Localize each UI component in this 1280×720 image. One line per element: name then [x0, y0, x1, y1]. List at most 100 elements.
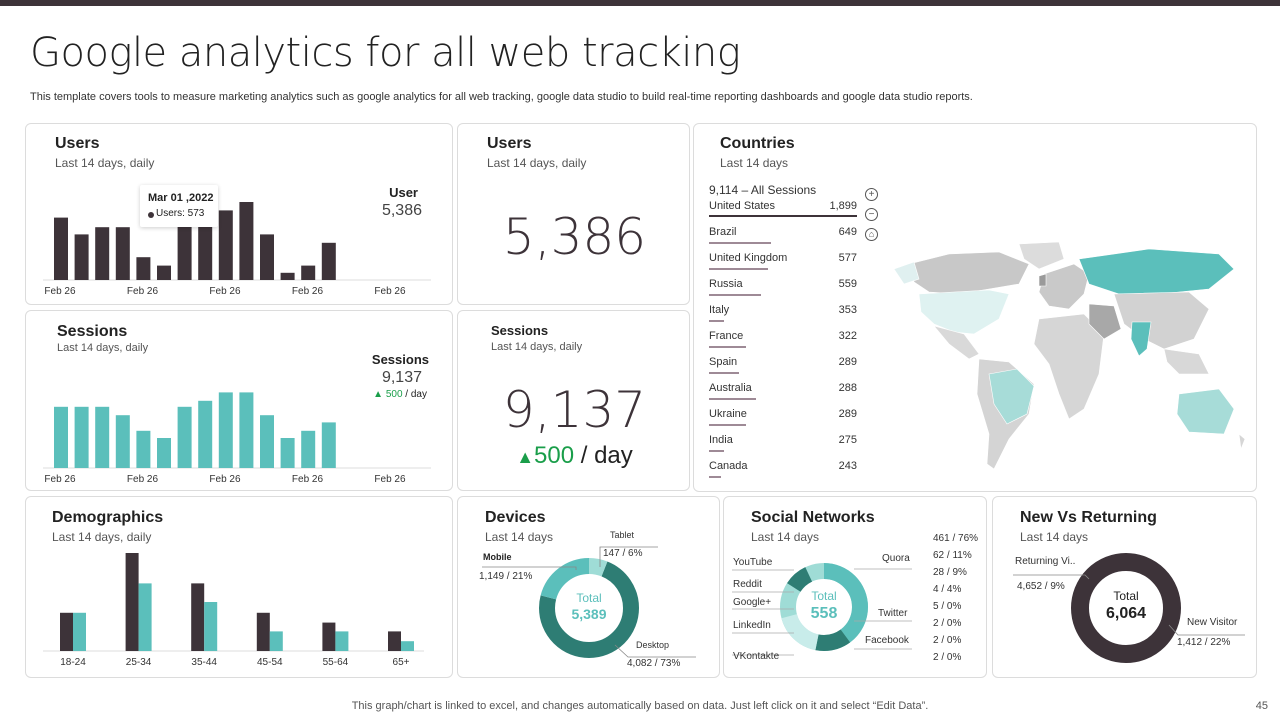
bar[interactable] [269, 631, 283, 651]
x-tick-label: Feb 26 [292, 286, 324, 297]
chart-tooltip: Mar 01 ,2022 Users: 573 [140, 185, 218, 227]
label-google: Google+ [733, 597, 772, 608]
up-arrow-icon: ▲ [373, 389, 384, 400]
devices-card[interactable]: Devices Last 14 days Total 5,389 Tablet … [457, 496, 720, 678]
card-title: Sessions [57, 323, 128, 340]
country-row[interactable]: India 275 [709, 434, 857, 460]
card-title: Users [55, 135, 100, 152]
bar[interactable] [115, 227, 130, 280]
map-greenland [1018, 241, 1065, 270]
devices-total-value: 5,389 [571, 606, 607, 622]
tooltip-value: Users: 573 [156, 208, 205, 219]
country-name: Italy [709, 304, 730, 316]
social-networks-card[interactable]: Social Networks Last 14 days Total 558 Y… [723, 496, 987, 678]
zoom-in-button[interactable]: + [865, 188, 878, 201]
country-name: United States [709, 200, 776, 212]
zoom-out-button[interactable]: − [865, 208, 878, 221]
bar[interactable] [54, 217, 68, 280]
bar[interactable] [260, 415, 274, 468]
bar[interactable] [239, 392, 254, 468]
delta-unit: / day [402, 389, 427, 400]
bar[interactable] [335, 631, 349, 651]
metric-delta: ▲ 500 / day [373, 389, 427, 400]
bar[interactable] [136, 257, 151, 280]
demographics-card[interactable]: Demographics Last 14 days, daily 18-24 25… [25, 496, 453, 678]
bar[interactable] [218, 210, 233, 280]
country-name: Canada [709, 460, 748, 472]
bar[interactable] [73, 612, 86, 651]
country-row[interactable]: Brazil 649 [709, 226, 857, 252]
bar[interactable] [256, 612, 270, 651]
bar[interactable] [388, 631, 401, 651]
bar[interactable] [280, 272, 295, 280]
bar[interactable] [74, 406, 89, 468]
bar[interactable] [95, 227, 110, 280]
sessions-total-card[interactable]: Sessions Last 14 days, daily 9,137 ▲500 … [457, 310, 690, 491]
world-map[interactable] [889, 234, 1249, 474]
new-returning-donut[interactable] [993, 497, 1258, 679]
map-brazil [988, 368, 1035, 425]
bar[interactable] [157, 265, 171, 280]
bar[interactable] [115, 415, 130, 468]
bar[interactable] [301, 265, 316, 280]
page-number: 45 [1255, 700, 1268, 712]
bar[interactable] [136, 430, 151, 468]
bar[interactable] [218, 392, 233, 468]
x-tick-label: 65+ [393, 657, 410, 668]
bar[interactable] [321, 242, 336, 280]
sessions-bar-chart[interactable]: Feb 26 Feb 26 Feb 26 Feb 26 Feb 26 [26, 311, 454, 492]
country-name: India [709, 434, 733, 446]
country-row[interactable]: United States 1,899 [709, 200, 857, 226]
country-row[interactable]: Ukraine 289 [709, 408, 857, 434]
mobile-value: 1,149 / 21% [479, 571, 533, 582]
bar[interactable] [280, 438, 295, 468]
card-title: Devices [485, 509, 546, 526]
social-donut[interactable] [724, 497, 988, 679]
users-chart-card[interactable]: Users Last 14 days, daily Feb 26 Feb 26 Fe… [25, 123, 453, 305]
new-vs-returning-card[interactable]: New Vs Returning Last 14 days Total 6,06… [992, 496, 1257, 678]
bar[interactable] [125, 553, 139, 651]
bar[interactable] [95, 406, 110, 468]
users-bar-chart[interactable]: Feb 26 Feb 26 Feb 26 Feb 26 Feb 26 [26, 124, 454, 306]
country-row[interactable]: United Kingdom 577 [709, 252, 857, 278]
map-home-button[interactable]: ⌂ [865, 228, 878, 241]
country-row[interactable]: Australia 288 [709, 382, 857, 408]
demographics-bar-chart[interactable]: 18-24 25-34 35-44 45-54 55-64 65+ [26, 497, 454, 679]
card-title: Countries [720, 135, 795, 152]
bar[interactable] [157, 438, 171, 468]
bar[interactable] [191, 583, 205, 651]
x-tick-label: Feb 26 [374, 474, 406, 485]
country-row[interactable]: Russia 559 [709, 278, 857, 304]
tooltip-date: Mar 01 ,2022 [148, 192, 214, 204]
country-share-bar [709, 372, 739, 374]
social-value: 5 / 0% [933, 601, 962, 612]
country-row[interactable]: Canada 243 [709, 460, 857, 486]
bar[interactable] [74, 234, 89, 280]
bar[interactable] [401, 641, 414, 651]
countries-card[interactable]: Countries Last 14 days 9,114 – All Sessi… [693, 123, 1257, 492]
bar[interactable] [322, 622, 336, 651]
bar[interactable] [198, 400, 213, 468]
users-total-card[interactable]: Users Last 14 days, daily 5,386 [457, 123, 690, 305]
country-value: 559 [838, 278, 857, 290]
bar[interactable] [239, 202, 254, 280]
bar[interactable] [321, 422, 336, 468]
bar[interactable] [260, 234, 274, 280]
bar[interactable] [54, 406, 68, 468]
country-row[interactable]: France 322 [709, 330, 857, 356]
sessions-chart-card[interactable]: Sessions Last 14 days, daily Feb 26 Feb 2… [25, 310, 453, 491]
country-row[interactable]: Spain 289 [709, 356, 857, 382]
bar[interactable] [198, 217, 213, 280]
bar[interactable] [177, 406, 192, 468]
country-row[interactable]: Italy 353 [709, 304, 857, 330]
devices-donut[interactable] [458, 497, 721, 679]
bar[interactable] [60, 612, 73, 651]
mobile-label: Mobile [483, 552, 512, 562]
bar[interactable] [204, 602, 218, 651]
bar[interactable] [177, 217, 192, 280]
bar[interactable] [301, 430, 316, 468]
map-mexico [933, 325, 980, 360]
bar[interactable] [138, 583, 152, 651]
social-value: 2 / 0% [933, 635, 962, 646]
country-share-bar [709, 294, 761, 296]
